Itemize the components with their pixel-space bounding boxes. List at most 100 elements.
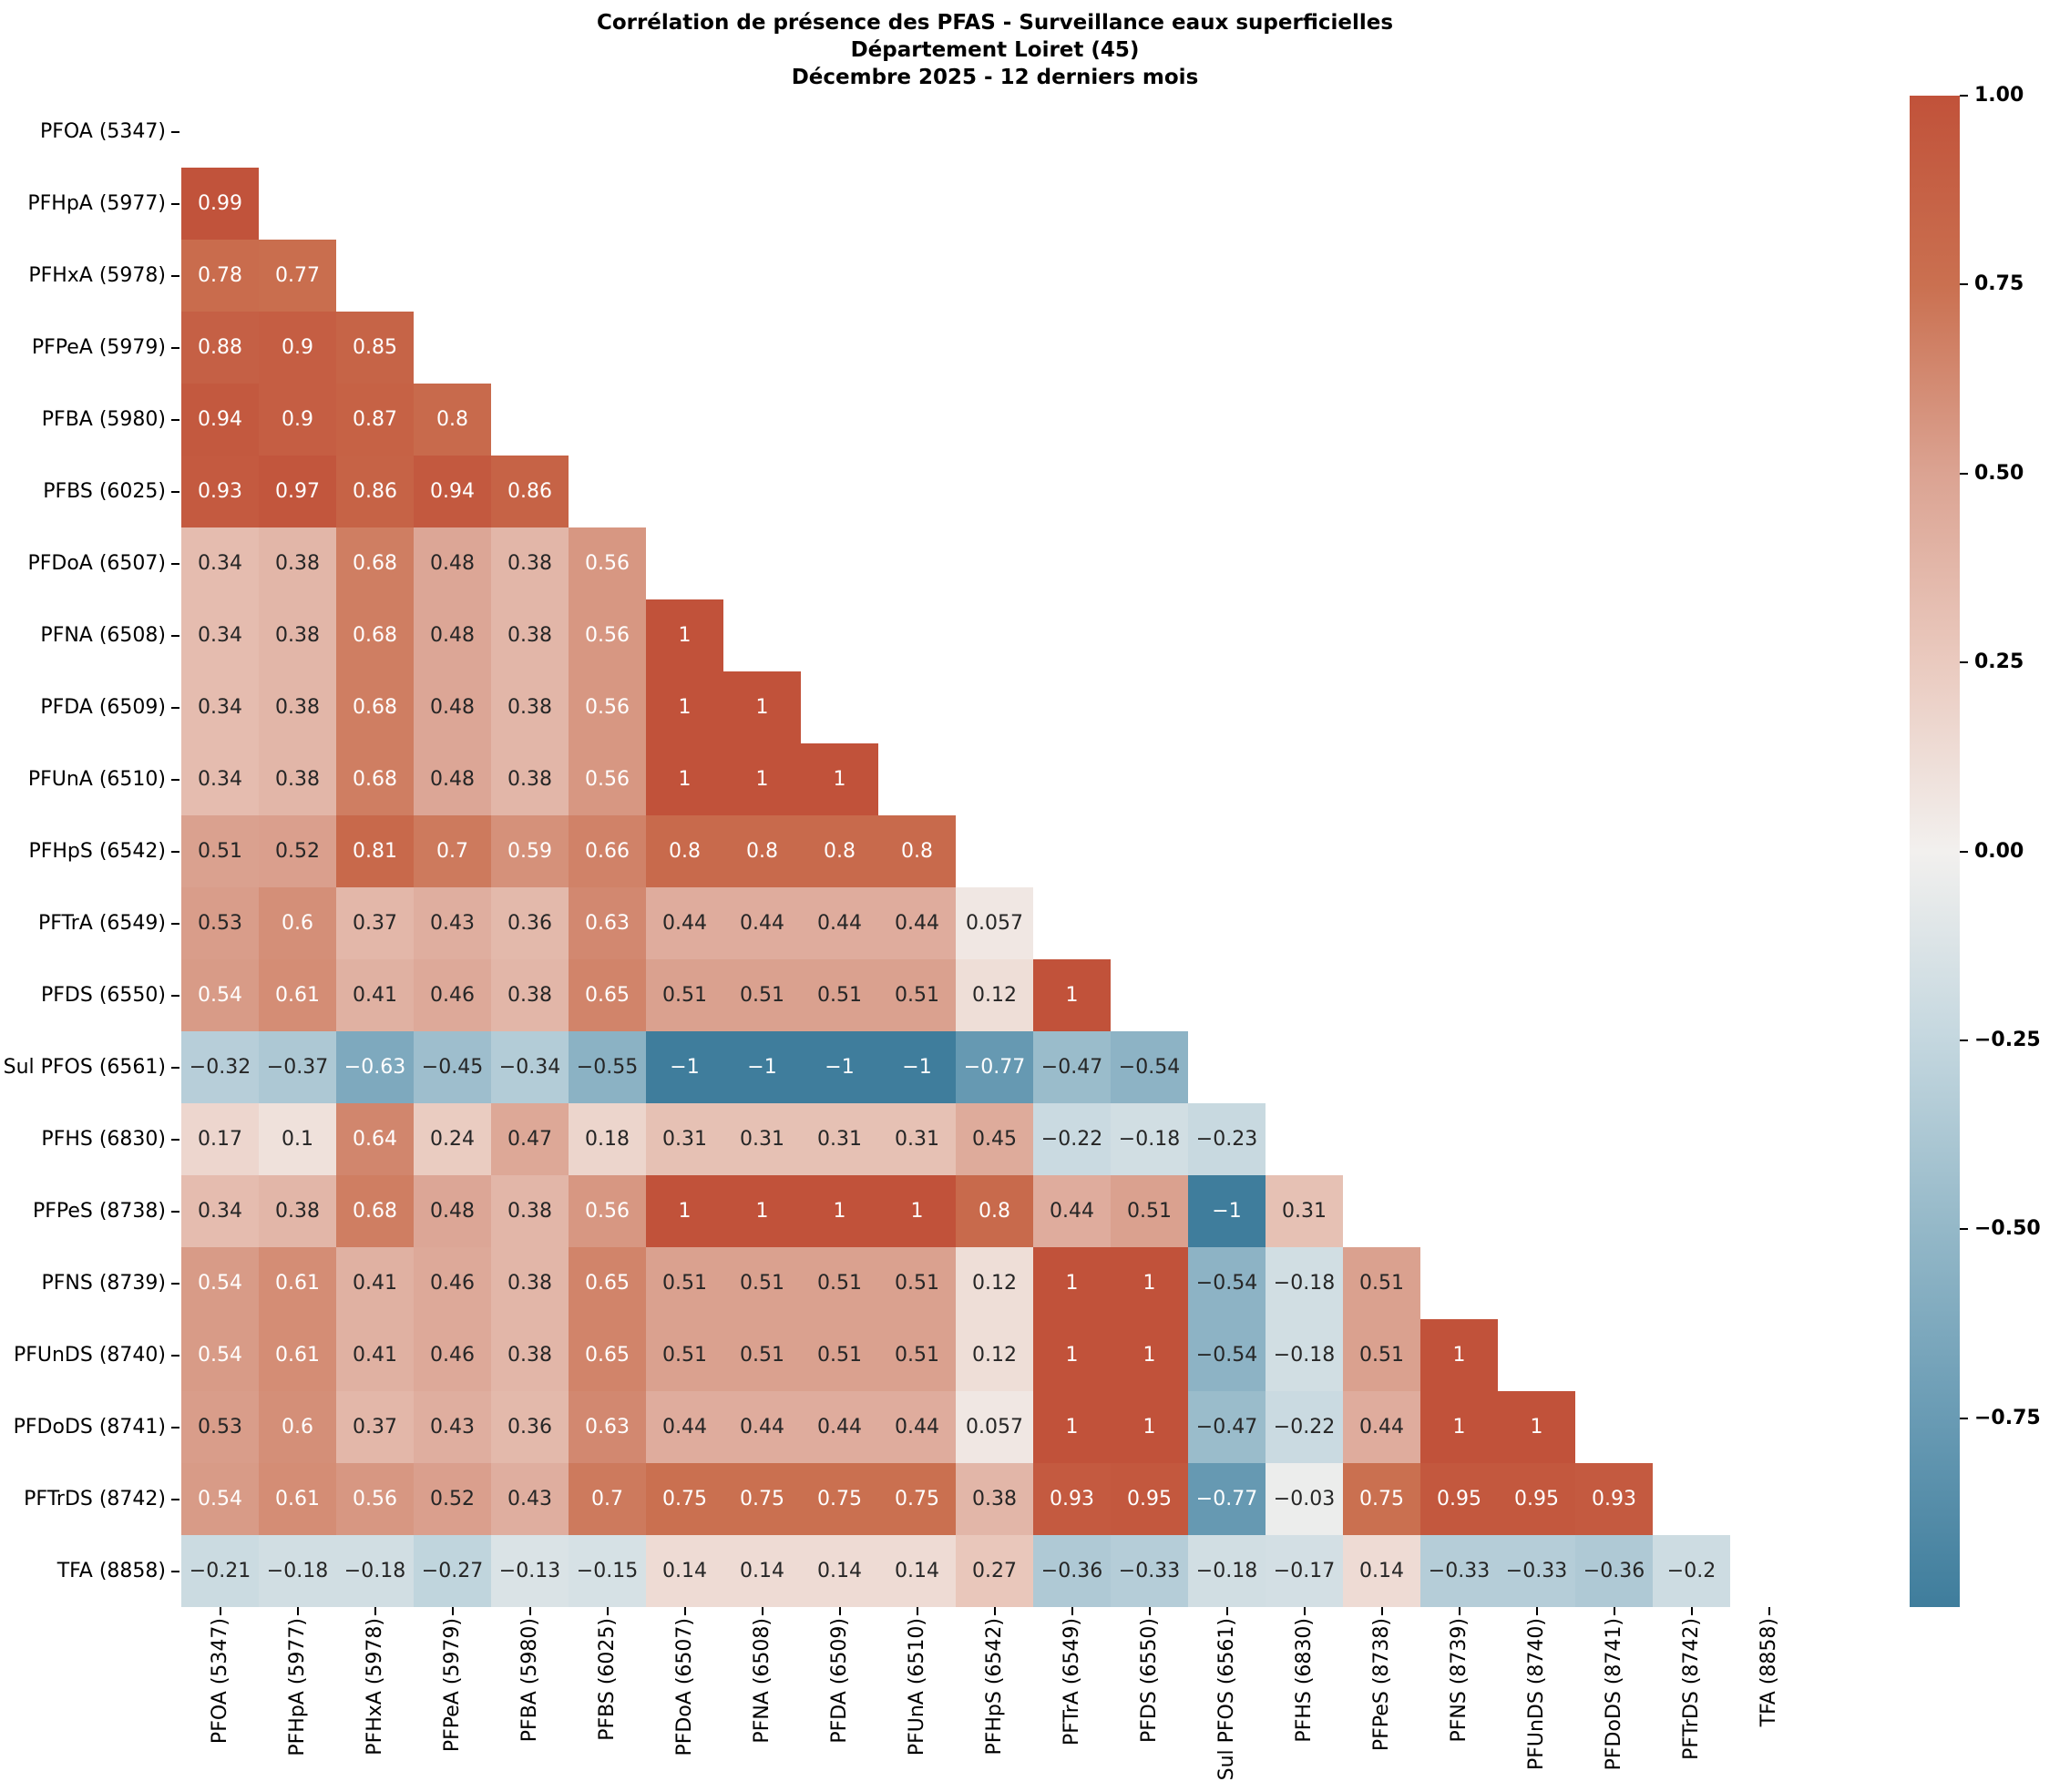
cell-value: 0.38 bbox=[507, 696, 552, 719]
cell-value: 0.38 bbox=[507, 1344, 552, 1367]
heatmap-cell: −0.34 bbox=[491, 1031, 569, 1103]
y-tick-mark bbox=[171, 778, 179, 781]
cell-value: 0.34 bbox=[198, 624, 242, 647]
heatmap-cell: 0.95 bbox=[1498, 1463, 1575, 1535]
heatmap-cell: −0.77 bbox=[956, 1031, 1033, 1103]
y-tick-mark bbox=[171, 850, 179, 853]
cell-value: 0.51 bbox=[662, 1272, 707, 1295]
cell-value: 0.31 bbox=[1282, 1200, 1327, 1223]
cell-value: 0.38 bbox=[275, 768, 320, 791]
heatmap-cell: −0.54 bbox=[1111, 1031, 1188, 1103]
cell-value: 0.51 bbox=[817, 984, 862, 1007]
cell-value: 0.75 bbox=[895, 1488, 939, 1510]
cell-value: 0.68 bbox=[353, 768, 397, 791]
y-tick-label: PFDoA (6507) bbox=[27, 551, 166, 575]
x-tick-mark bbox=[683, 1607, 686, 1615]
heatmap-cell: 0.34 bbox=[181, 743, 259, 815]
heatmap-cell: 0.51 bbox=[181, 815, 259, 887]
heatmap-cell: 0.057 bbox=[956, 887, 1033, 959]
heatmap-cell: 0.44 bbox=[1343, 1391, 1420, 1463]
cell-value: −0.15 bbox=[576, 1560, 639, 1582]
cell-value: 0.44 bbox=[740, 1416, 784, 1439]
cell-value: 0.41 bbox=[353, 1272, 397, 1295]
cell-value: 1 bbox=[678, 624, 692, 647]
y-tick-label: PFPeA (5979) bbox=[31, 335, 166, 359]
heatmap-cell: 0.44 bbox=[646, 887, 723, 959]
heatmap-cell: 0.38 bbox=[259, 527, 336, 599]
y-tick-label: PFHpS (6542) bbox=[28, 839, 166, 863]
heatmap-cell: 0.51 bbox=[723, 1319, 801, 1391]
heatmap-cell: 0.37 bbox=[336, 1391, 414, 1463]
heatmap-cell: 0.81 bbox=[336, 815, 414, 887]
y-tick-mark bbox=[171, 202, 179, 205]
heatmap-cell: 0.6 bbox=[259, 1391, 336, 1463]
heatmap-cell: 0.17 bbox=[181, 1103, 259, 1175]
heatmap-cell: 0.68 bbox=[336, 671, 414, 743]
cell-value: 0.44 bbox=[817, 1416, 862, 1439]
x-tick-label: PFPeS (8738) bbox=[1369, 1618, 1393, 1752]
heatmap-cell: 0.65 bbox=[569, 1319, 646, 1391]
cell-value: −1 bbox=[1212, 1200, 1242, 1223]
heatmap-cell: 0.46 bbox=[414, 959, 491, 1031]
heatmap-cell: 0.45 bbox=[956, 1103, 1033, 1175]
y-tick-mark bbox=[171, 490, 179, 493]
heatmap-cell: 1 bbox=[646, 599, 723, 671]
y-tick-mark bbox=[171, 418, 179, 421]
cell-value: −0.63 bbox=[343, 1056, 406, 1079]
cell-value: 0.7 bbox=[591, 1488, 623, 1510]
heatmap-cell: 0.9 bbox=[259, 384, 336, 456]
heatmap-cell: 0.52 bbox=[414, 1463, 491, 1535]
cell-value: 0.54 bbox=[198, 1488, 242, 1510]
y-tick-mark bbox=[171, 1426, 179, 1428]
y-tick-label: PFUnA (6510) bbox=[27, 767, 166, 791]
heatmap-cell: 0.38 bbox=[491, 959, 569, 1031]
heatmap-cell: −1 bbox=[646, 1031, 723, 1103]
heatmap-cell: 1 bbox=[1420, 1391, 1498, 1463]
cell-value: −0.54 bbox=[1118, 1056, 1181, 1079]
cell-value: 0.12 bbox=[972, 1272, 1017, 1295]
cell-value: 0.14 bbox=[740, 1560, 784, 1582]
heatmap-cell: 0.44 bbox=[878, 1391, 956, 1463]
cell-value: −0.45 bbox=[421, 1056, 484, 1079]
cell-value: 0.38 bbox=[507, 1272, 552, 1295]
cell-value: 0.59 bbox=[507, 840, 552, 863]
heatmap-cell: −0.22 bbox=[1033, 1103, 1111, 1175]
cell-value: 0.9 bbox=[282, 336, 313, 359]
cell-value: 0.54 bbox=[198, 1272, 242, 1295]
heatmap-cell: 0.88 bbox=[181, 312, 259, 384]
heatmap-cell: −0.18 bbox=[336, 1535, 414, 1607]
cell-value: 0.8 bbox=[669, 840, 701, 863]
heatmap-cell: 0.44 bbox=[801, 887, 878, 959]
cell-value: 0.97 bbox=[275, 480, 320, 503]
cell-value: 0.88 bbox=[198, 336, 242, 359]
heatmap-cell: 0.12 bbox=[956, 959, 1033, 1031]
cell-value: 0.94 bbox=[198, 408, 242, 431]
heatmap-cell: 0.51 bbox=[646, 959, 723, 1031]
cell-value: 0.38 bbox=[275, 1200, 320, 1223]
heatmap-cell: 0.38 bbox=[491, 1319, 569, 1391]
cell-value: 0.46 bbox=[430, 1344, 475, 1367]
heatmap-cell: 0.94 bbox=[414, 456, 491, 527]
heatmap-cell: 0.51 bbox=[646, 1247, 723, 1319]
cell-value: 0.36 bbox=[507, 912, 552, 935]
colorbar-tick-label: 0.50 bbox=[1974, 461, 2024, 485]
cell-value: 1 bbox=[833, 768, 846, 791]
heatmap-cell: 0.68 bbox=[336, 599, 414, 671]
cell-value: −0.23 bbox=[1195, 1128, 1258, 1151]
cell-value: 0.52 bbox=[430, 1488, 475, 1510]
cell-value: 0.8 bbox=[436, 408, 468, 431]
heatmap-cell: 0.38 bbox=[491, 671, 569, 743]
heatmap-cell: 0.54 bbox=[181, 1247, 259, 1319]
heatmap-cell: 0.9 bbox=[259, 312, 336, 384]
heatmap-cell: −0.77 bbox=[1188, 1463, 1266, 1535]
cell-value: 0.27 bbox=[972, 1560, 1017, 1582]
colorbar-tick-label: 1.00 bbox=[1974, 84, 2024, 107]
cell-value: 1 bbox=[833, 1200, 846, 1223]
cell-value: 0.56 bbox=[585, 624, 630, 647]
heatmap-cell: 0.6 bbox=[259, 887, 336, 959]
heatmap-cell: −0.36 bbox=[1033, 1535, 1111, 1607]
colorbar-tick-mark bbox=[1960, 1417, 1968, 1419]
cell-value: −0.33 bbox=[1118, 1560, 1181, 1582]
heatmap-cell: −1 bbox=[878, 1031, 956, 1103]
